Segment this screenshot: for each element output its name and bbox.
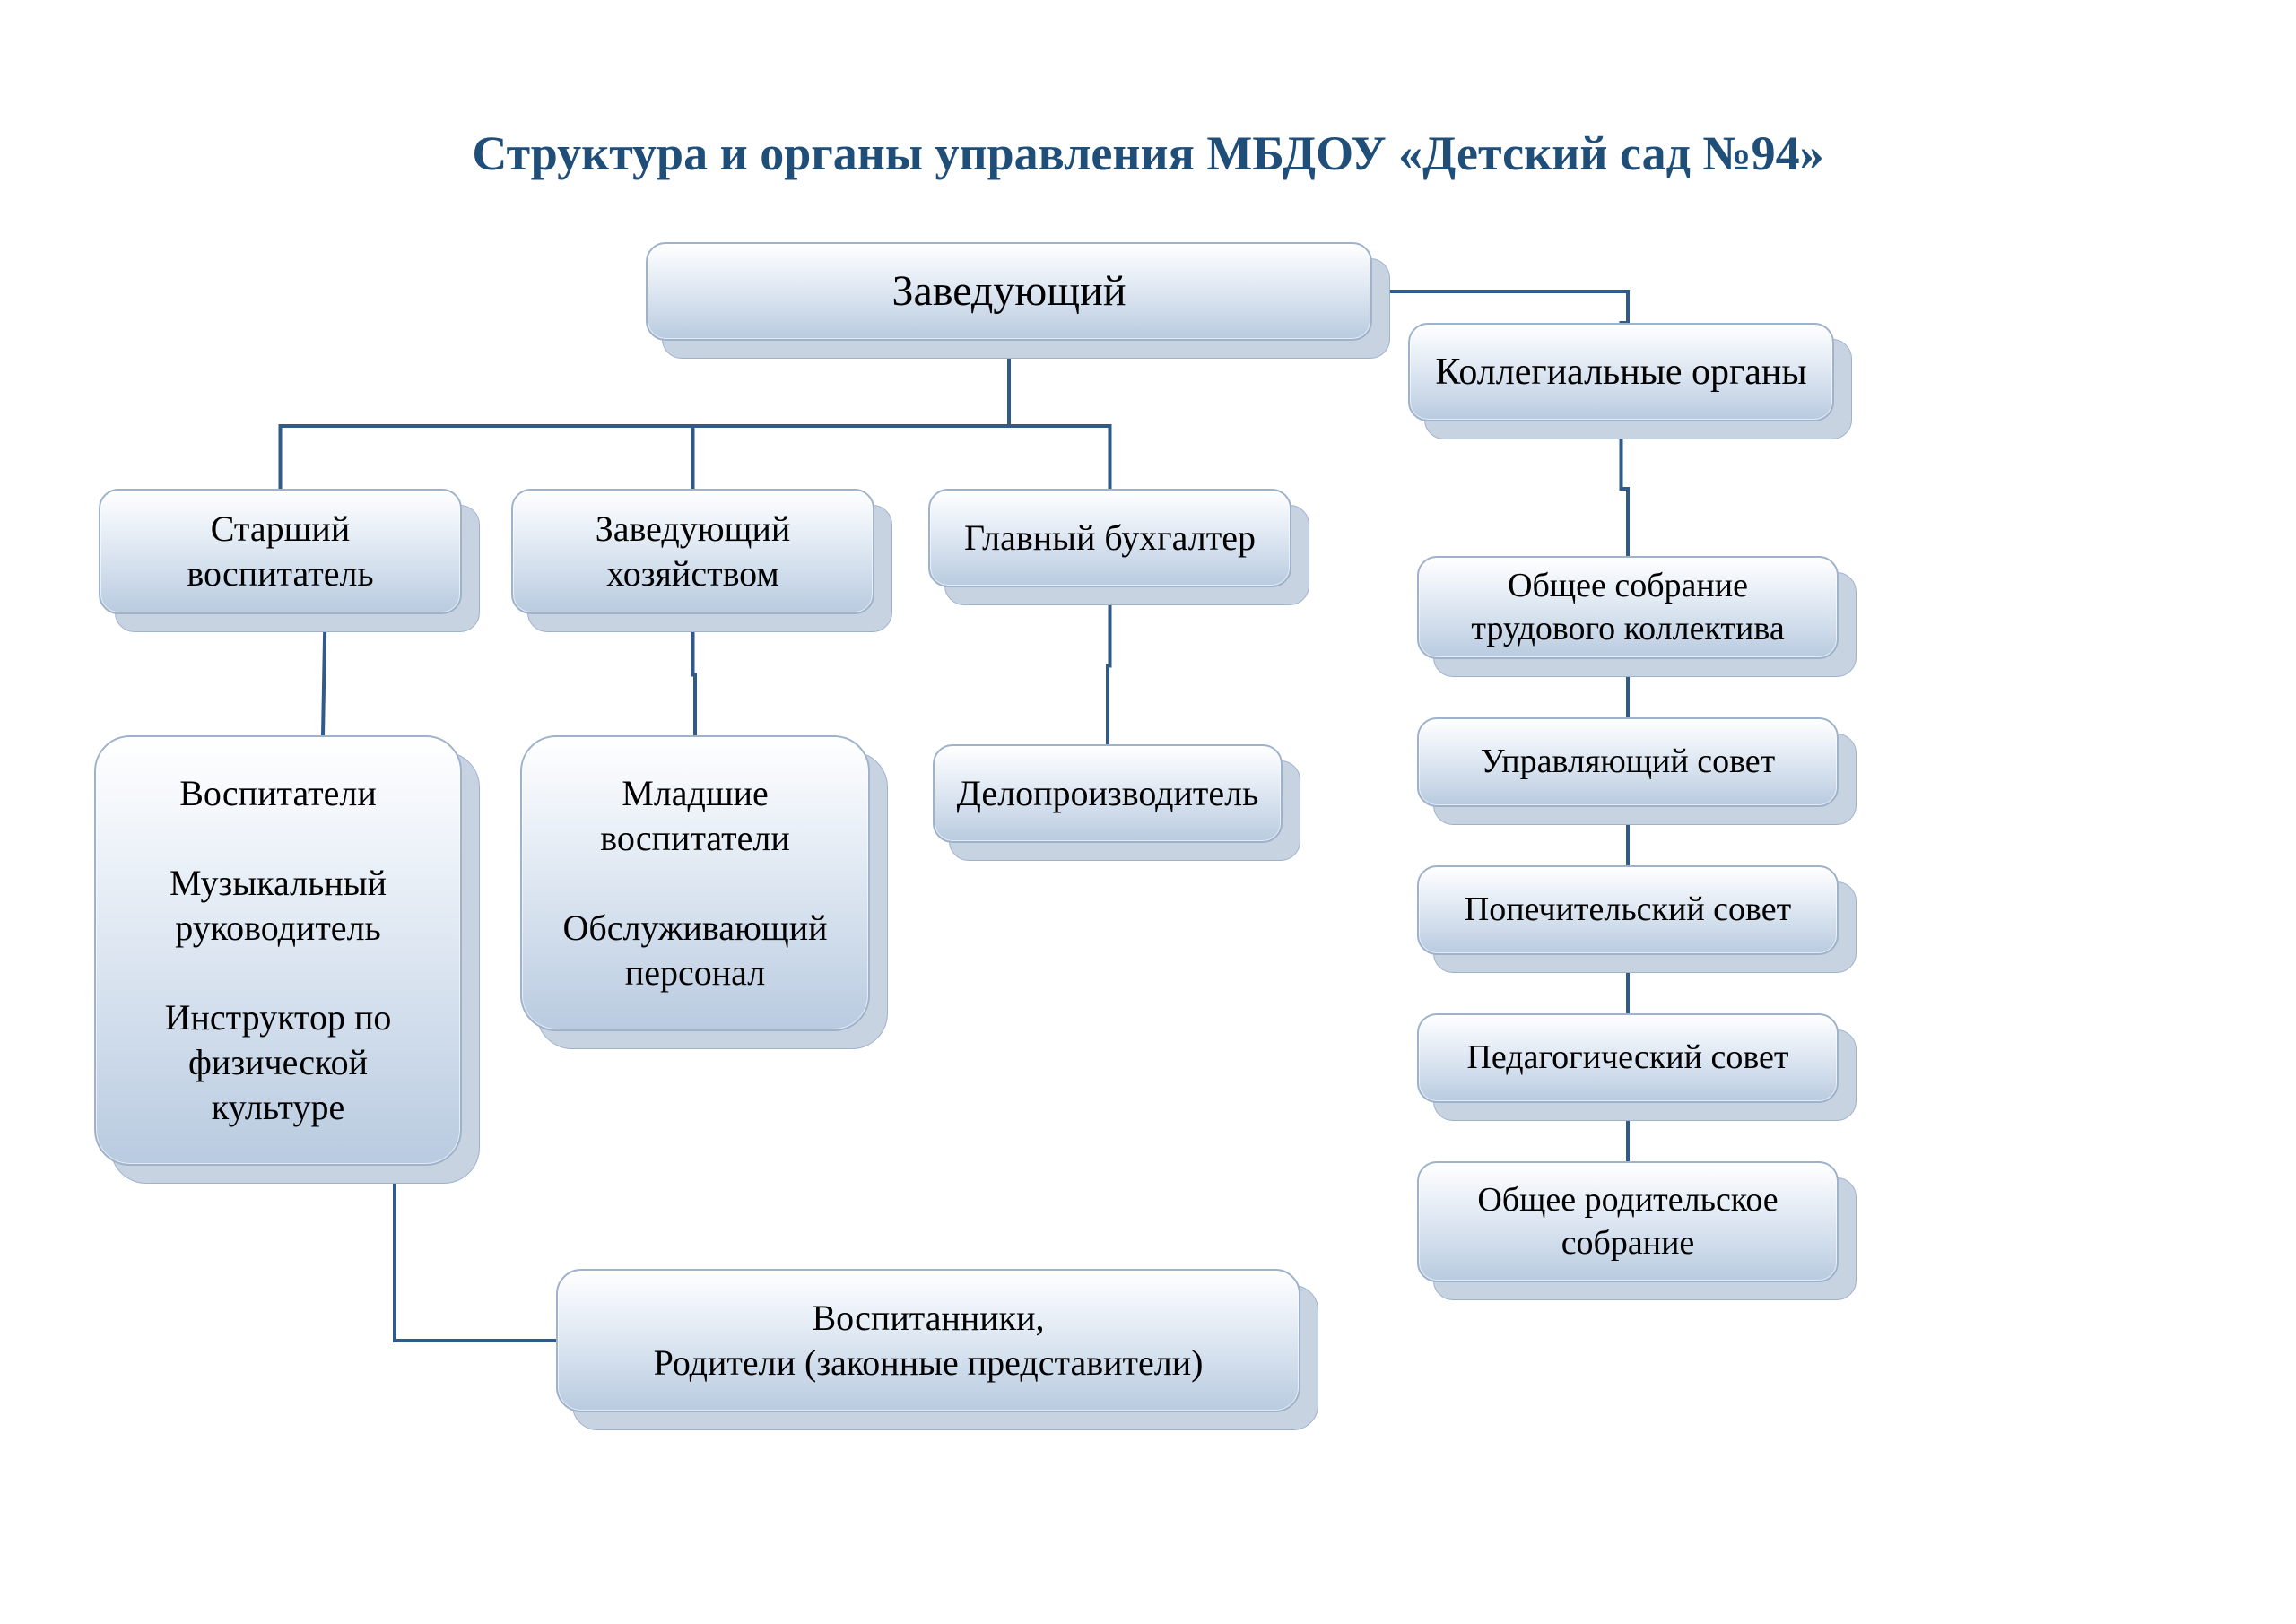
edge-head-to-collegial (1372, 291, 1628, 323)
node-label-col4: Педагогический совет (1433, 1037, 1822, 1080)
node-col5: Общее родительское собрание (1417, 1161, 1839, 1282)
node-econ_head: Заведующий хозяйством (511, 489, 874, 614)
node-pupils: Воспитанники, Родители (законные предста… (556, 1269, 1300, 1412)
edge-accountant-to-clerk (1108, 587, 1110, 744)
node-senior_teacher: Старший воспитатель (99, 489, 462, 614)
node-junior_staff: Младшие воспитатели Обслуживающий персон… (520, 735, 870, 1031)
node-col2: Управляющий совет (1417, 717, 1839, 807)
node-label-col2: Управляющий совет (1433, 741, 1822, 784)
node-head: Заведующий (646, 242, 1372, 341)
node-collegial: Коллегиальные органы (1408, 323, 1834, 421)
node-label-junior_staff: Младшие воспитатели Обслуживающий персон… (536, 771, 854, 995)
node-teachers_block: Воспитатели Музыкальный руководитель Инс… (94, 735, 462, 1166)
node-accountant: Главный бухгалтер (928, 489, 1292, 587)
edge-collegial-to-col1 (1622, 421, 1629, 556)
node-label-col3: Попечительский совет (1433, 889, 1822, 932)
edge-senior_teacher-to-teachers_block (323, 614, 326, 735)
node-col3: Попечительский совет (1417, 865, 1839, 955)
edge-teachers_block-to-pupils (395, 1166, 556, 1341)
chart-title: Структура и органы управления МБДОУ «Дет… (0, 126, 2296, 181)
node-label-col5: Общее родительское собрание (1433, 1179, 1822, 1264)
node-clerk: Делопроизводитель (933, 744, 1283, 843)
node-col1: Общее собрание трудового коллектива (1417, 556, 1839, 659)
node-col4: Педагогический совет (1417, 1013, 1839, 1103)
org-chart-canvas: Структура и органы управления МБДОУ «Дет… (0, 0, 2296, 1624)
node-label-econ_head: Заведующий хозяйством (527, 507, 858, 596)
node-label-accountant: Главный бухгалтер (944, 516, 1275, 560)
node-label-teachers_block: Воспитатели Музыкальный руководитель Инс… (110, 771, 446, 1130)
node-label-senior_teacher: Старший воспитатель (115, 507, 446, 596)
node-label-clerk: Делопроизводитель (949, 771, 1266, 816)
node-label-collegial: Коллегиальные органы (1424, 349, 1818, 396)
node-label-head: Заведующий (662, 265, 1356, 318)
edge-econ_head-to-junior_staff (693, 614, 696, 735)
node-label-pupils: Воспитанники, Родители (законные предста… (572, 1296, 1284, 1385)
node-label-col1: Общее собрание трудового коллектива (1433, 565, 1822, 650)
